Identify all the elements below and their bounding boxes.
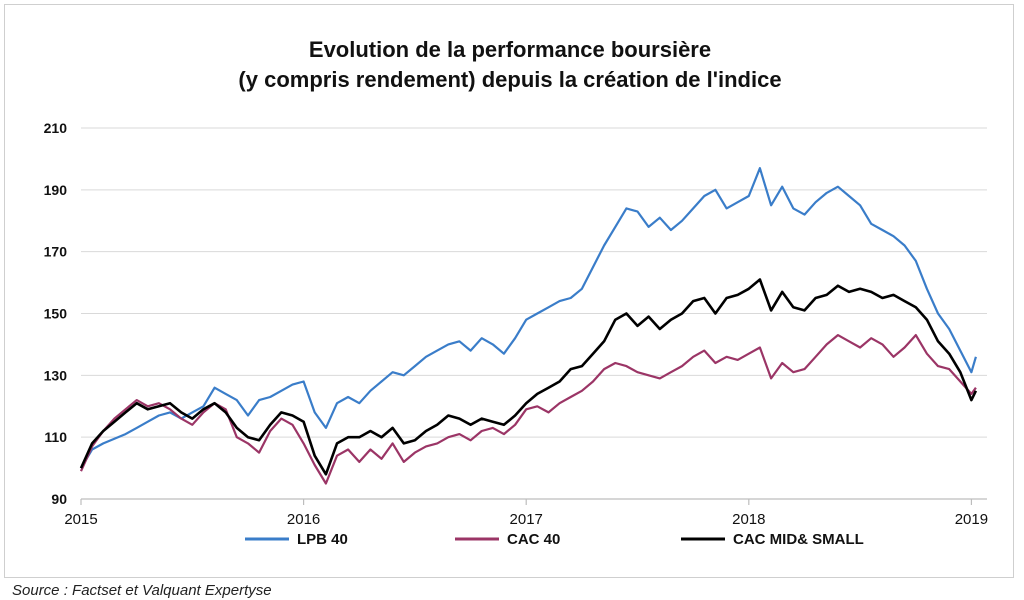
series-line-cac-mid-small <box>79 278 978 476</box>
x-tick-label: 2017 <box>510 511 543 528</box>
y-tick-label: 150 <box>44 306 68 322</box>
chart-title-line1: Evolution de la performance boursière <box>309 37 711 62</box>
x-tick-label: 2018 <box>732 511 765 528</box>
series-line-lpb-40 <box>80 167 977 469</box>
x-tick-label: 2016 <box>287 511 320 528</box>
legend-label: CAC MID& SMALL <box>733 531 864 548</box>
series-lines <box>79 167 978 485</box>
y-tick-label: 170 <box>44 244 68 260</box>
x-tick-label: 2019 <box>955 511 988 528</box>
y-tick-label: 90 <box>51 491 67 507</box>
chart-title-line2: (y compris rendement) depuis la création… <box>238 67 781 92</box>
legend-label: LPB 40 <box>297 531 348 548</box>
gridlines <box>81 127 987 438</box>
y-tick-label: 190 <box>44 182 68 198</box>
y-tick-label: 110 <box>44 429 67 445</box>
y-tick-label: 210 <box>44 120 68 136</box>
source-note: Source : Factset et Valquant Expertyse <box>12 582 272 599</box>
axes: 90 110 130 150 170 190 210 2015 2016 2017 2018 2019 <box>44 120 988 528</box>
legend: LPB 40 CAC 40 CAC MID& SMALL <box>245 531 864 548</box>
legend-label: CAC 40 <box>507 531 560 548</box>
line-chart: Evolution de la performance boursière (y… <box>44 37 988 548</box>
series-line-cac-40 <box>79 334 977 485</box>
chart-frame: Evolution de la performance boursière (y… <box>4 4 1014 578</box>
x-tick-label: 2015 <box>64 511 97 528</box>
y-tick-label: 130 <box>44 367 68 383</box>
